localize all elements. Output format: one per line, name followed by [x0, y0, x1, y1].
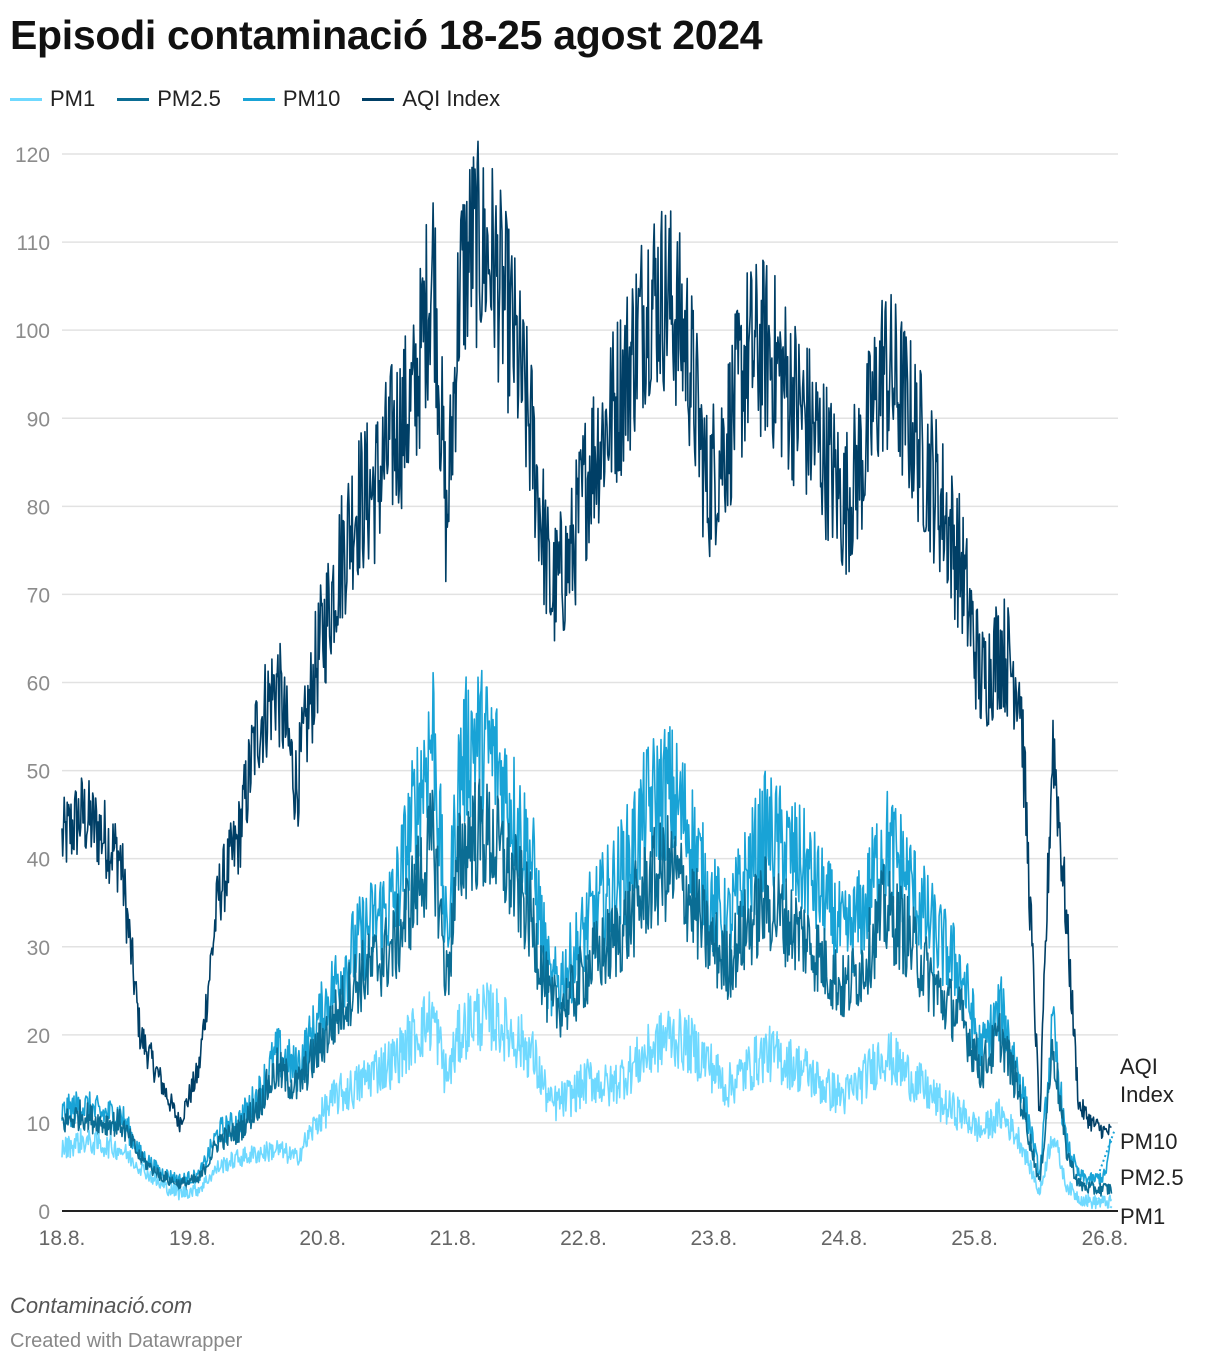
legend-label-aqi: AQI Index: [402, 86, 501, 111]
y-tick-label-90: 90: [27, 408, 50, 431]
x-tick-label-2: 20.8.: [299, 1227, 346, 1250]
x-tick-label-0: 18.8.: [39, 1227, 86, 1250]
legend-item-pm25: PM2.5: [117, 86, 221, 112]
legend-item-pm1: PM1: [10, 86, 95, 112]
end-label-pm10: PM10: [1120, 1129, 1177, 1154]
legend-label-pm10: PM10: [282, 86, 341, 111]
y-tick-label-70: 70: [27, 584, 50, 607]
legend-item-pm10: PM10: [242, 86, 341, 112]
y-tick-label-30: 30: [27, 937, 50, 960]
x-tick-label-3: 21.8.: [430, 1227, 477, 1250]
y-tick-label-110: 110: [17, 232, 50, 255]
legend-label-pm1: PM1: [50, 86, 96, 111]
y-tick-label-60: 60: [27, 673, 50, 696]
end-label-pm1: PM1: [1120, 1204, 1165, 1229]
series-line-aqi-index: [61, 140, 1112, 1139]
x-tick-label-6: 24.8.: [821, 1227, 868, 1250]
end-label-aqi-line1: AQI: [1120, 1054, 1158, 1079]
legend-swatch-pm10: [242, 97, 275, 101]
source-note: Contaminació.com: [10, 1293, 193, 1318]
series-line-pm1: [61, 982, 1113, 1210]
x-tick-label-7: 25.8.: [951, 1227, 998, 1250]
series-line-pm2-5: [61, 778, 1113, 1197]
y-tick-label-10: 10: [27, 1113, 50, 1136]
y-tick-label-80: 80: [27, 496, 50, 519]
y-tick-label-0: 0: [38, 1201, 50, 1224]
legend-label-pm25: PM2.5: [157, 86, 221, 111]
y-tick-label-120: 120: [15, 144, 50, 167]
end-label-aqi-line2: Index: [1120, 1082, 1174, 1107]
pm1-connector: [1097, 1196, 1115, 1211]
x-tick-label-5: 23.8.: [690, 1227, 737, 1250]
x-tick-label-4: 22.8.: [560, 1227, 607, 1250]
legend-swatch-pm1: [10, 97, 42, 101]
end-label-pm25: PM2.5: [1120, 1165, 1184, 1190]
legend-swatch-aqi: [362, 97, 395, 101]
x-tick-label-8: 26.8.: [1082, 1227, 1129, 1250]
y-tick-label-100: 100: [15, 320, 50, 343]
y-tick-label-50: 50: [27, 761, 50, 784]
legend-swatch-pm25: [117, 97, 150, 101]
y-tick-label-40: 40: [27, 849, 50, 872]
y-tick-label-20: 20: [27, 1025, 50, 1048]
legend-item-aqi: AQI Index: [362, 86, 500, 112]
credit-note: Created with Datawrapper: [10, 1330, 243, 1352]
chart-title: Episodi contaminació 18-25 agost 2024: [10, 12, 763, 58]
legend: PM1 PM2.5 PM10 AQI Index: [10, 86, 500, 112]
x-tick-label-1: 19.8.: [169, 1227, 216, 1250]
line-chart: 0 10 20 30 40 50 60 70 80 90 100 110 120 18.8. 19.8. 20…: [15, 140, 1184, 1250]
